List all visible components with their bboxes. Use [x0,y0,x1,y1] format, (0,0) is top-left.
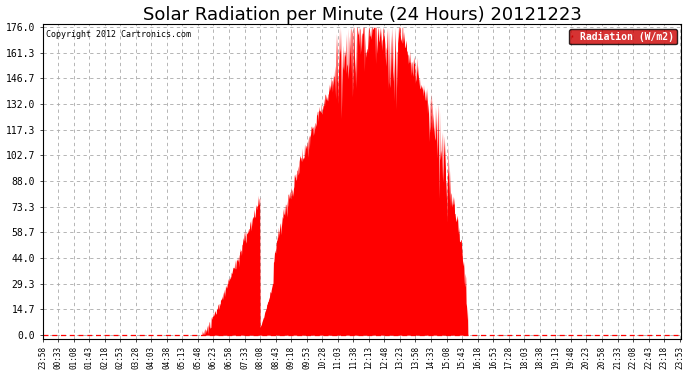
Title: Solar Radiation per Minute (24 Hours) 20121223: Solar Radiation per Minute (24 Hours) 20… [143,6,582,24]
Legend: Radiation (W/m2): Radiation (W/m2) [569,28,677,45]
Text: Copyright 2012 Cartronics.com: Copyright 2012 Cartronics.com [46,30,190,39]
